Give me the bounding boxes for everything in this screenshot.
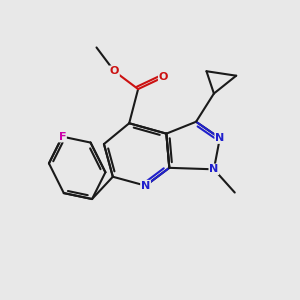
Text: N: N <box>141 181 150 191</box>
Text: N: N <box>215 133 224 143</box>
Text: O: O <box>159 72 168 82</box>
Text: O: O <box>110 66 119 76</box>
Text: N: N <box>209 164 218 174</box>
Text: F: F <box>58 132 66 142</box>
